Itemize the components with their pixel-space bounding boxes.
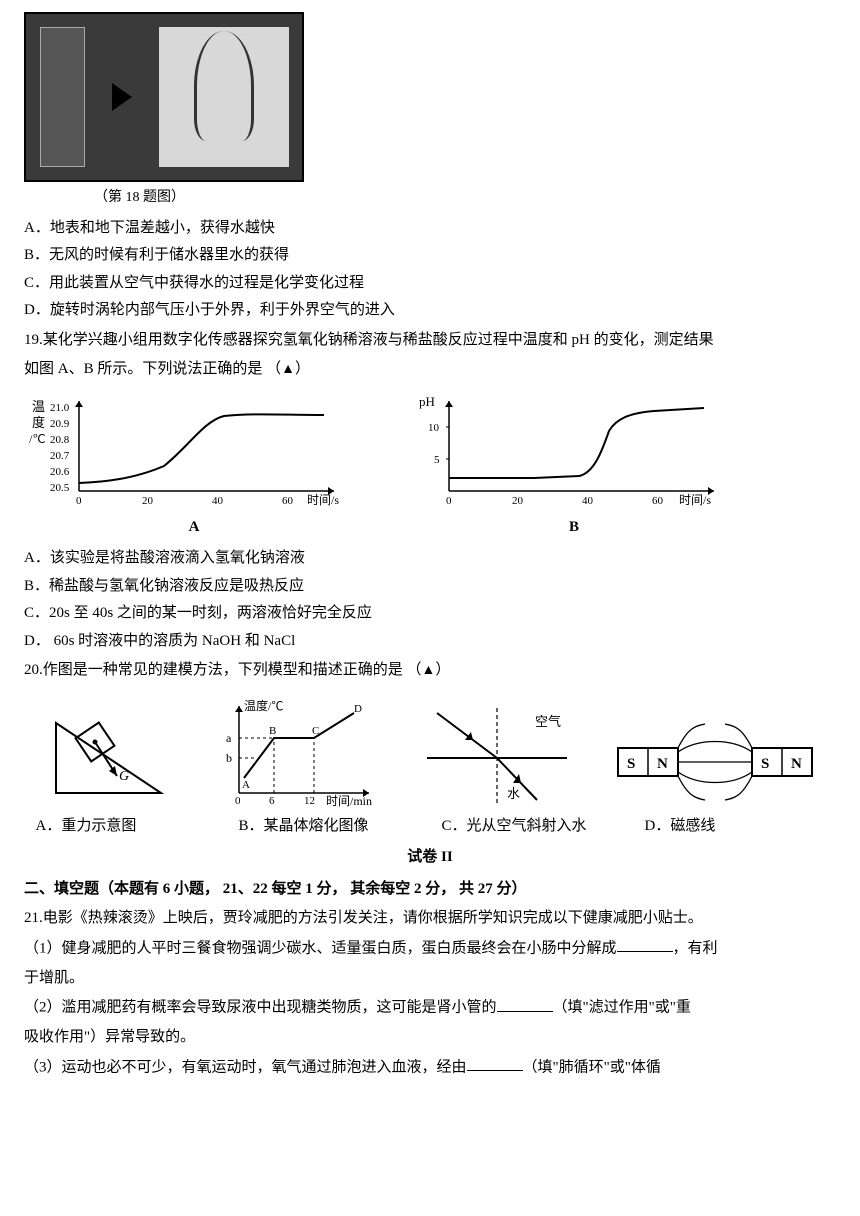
svg-text:20.9: 20.9 (50, 418, 70, 430)
q18-option-c: C．用此装置从空气中获得水的过程是化学变化过程 (24, 271, 836, 297)
fill-blank[interactable] (617, 936, 673, 953)
q21-sub2-b: （填"滤过作用"或"重 (553, 1000, 691, 1016)
svg-text:/℃: /℃ (29, 432, 46, 446)
q19-option-a: A．该实验是将盐酸溶液滴入氢氧化钠溶液 (24, 546, 836, 572)
q20-stem: 20.作图是一种常见的建模方法，下列模型和描述正确的是 （▲） (24, 658, 836, 684)
svg-text:6: 6 (269, 795, 275, 807)
svg-text:5: 5 (434, 454, 440, 466)
svg-text:20.7: 20.7 (50, 450, 70, 462)
chart-b-ylabel: pH (419, 394, 435, 409)
svg-text:60: 60 (652, 495, 664, 507)
q18-option-d: D．旋转时涡轮内部气压小于外界，利于外界空气的进入 (24, 298, 836, 324)
q19-stem-line2-a: 如图 A、B 所示。下列说法正确的是 （ (24, 361, 281, 377)
svg-text:b: b (226, 751, 232, 765)
part2-heading: 试卷 II (24, 845, 836, 871)
q21-sub3-b: （填"肺循环"或"体循 (523, 1059, 661, 1075)
svg-text:温: 温 (32, 399, 45, 414)
blank-marker: ▲ (422, 659, 436, 683)
q20-diagram-d: S N S N (610, 718, 820, 808)
q20-diagram-b: 温度/℃ 时间/min 0 6 12 a b A B C D (214, 698, 384, 808)
chart-b-caption: B (404, 515, 744, 541)
svg-text:C: C (312, 725, 319, 737)
q21-sub2: （2）滥用减肥药有概率会导致尿液中出现糖类物质，这可能是肾小管的 （填"滤过作用"… (24, 995, 836, 1021)
svg-text:度: 度 (32, 415, 45, 430)
svg-text:20.5: 20.5 (50, 482, 70, 494)
svg-text:B: B (269, 725, 276, 737)
q18-photo-left (40, 27, 85, 167)
svg-text:A: A (242, 779, 250, 791)
q19-option-c: C．20s 至 40s 之间的某一时刻，两溶液恰好完全反应 (24, 601, 836, 627)
svg-text:0: 0 (76, 495, 82, 507)
svg-text:a: a (226, 731, 232, 745)
chart-b-xlabel: 时间/s (679, 493, 711, 507)
q21-sub3-a: （3）运动也必不可少，有氧运动时，氧气通过肺泡进入血液，经由 (24, 1059, 467, 1075)
q20-option-d: D．磁感线 (645, 814, 825, 840)
svg-text:10: 10 (428, 422, 440, 434)
water-label: 水 (507, 786, 520, 801)
q20-option-b: B．某晶体熔化图像 (239, 814, 419, 840)
svg-text:40: 40 (582, 495, 594, 507)
svg-text:20.6: 20.6 (50, 466, 70, 478)
q21-sub2-a: （2）滥用减肥药有概率会导致尿液中出现糖类物质，这可能是肾小管的 (24, 1000, 497, 1016)
q19-stem-line1: 19.某化学兴趣小组用数字化传感器探究氢氧化钠稀溶液与稀盐酸反应过程中温度和 p… (24, 328, 836, 354)
svg-text:21.0: 21.0 (50, 402, 70, 414)
svg-text:N: N (791, 756, 802, 772)
q18-option-a: A．地表和地下温差越小，获得水越快 (24, 216, 836, 242)
q18-option-b: B．无风的时候有利于储水器里水的获得 (24, 243, 836, 269)
q21-sub3: （3）运动也必不可少，有氧运动时，氧气通过肺泡进入血液，经由 （填"肺循环"或"体… (24, 1055, 836, 1081)
q20-stem-b: ） (435, 662, 450, 678)
fill-blank[interactable] (467, 1055, 523, 1072)
q20-stem-a: 20.作图是一种常见的建模方法，下列模型和描述正确的是 （ (24, 662, 422, 678)
q18-photo-right (159, 27, 289, 167)
q21-sub1-cont: 于增肌。 (24, 966, 836, 992)
q18-caption: （第 18 题图） (94, 186, 836, 210)
blank-marker: ▲ (281, 358, 295, 382)
svg-text:D: D (354, 703, 362, 715)
gravity-label: G (119, 769, 129, 784)
turbine-icon (194, 31, 254, 141)
svg-text:0: 0 (235, 795, 241, 807)
q18-figure (24, 12, 304, 182)
svg-text:N: N (657, 756, 668, 772)
svg-text:0: 0 (446, 495, 452, 507)
q21-sub2-cont: 吸收作用"）异常导致的。 (24, 1025, 836, 1051)
svg-text:20.8: 20.8 (50, 434, 70, 446)
svg-text:12: 12 (304, 795, 315, 807)
q19-chart-b: pH 5 10 0 20 40 60 时间/s (404, 391, 744, 511)
q21-stem: 21.电影《热辣滚烫》上映后，贾玲减肥的方法引发关注，请你根据所学知识完成以下健… (24, 906, 836, 932)
svg-text:S: S (627, 756, 635, 772)
q21-sub1-a: （1）健身减肥的人平时三餐食物强调少碳水、适量蛋白质，蛋白质最终会在小肠中分解成 (24, 940, 617, 956)
q21-sub1-b: ，有利 (673, 940, 718, 956)
q19-chart-a: 20.5 20.6 20.7 20.8 20.9 21.0 温 度 /℃ 0 2… (24, 391, 364, 511)
q20-diagram-c: 空气 水 (417, 698, 577, 808)
chart-a-caption: A (24, 515, 364, 541)
diag-b-xlabel: 时间/min (326, 794, 372, 808)
fill-blank[interactable] (497, 995, 553, 1012)
q19-option-d: D． 60s 时溶液中的溶质为 NaOH 和 NaCl (24, 629, 836, 655)
svg-text:S: S (761, 756, 769, 772)
q19-stem-line2-b: ） (295, 361, 310, 377)
q19-stem-line2: 如图 A、B 所示。下列说法正确的是 （▲） (24, 357, 836, 383)
svg-text:60: 60 (282, 495, 294, 507)
q19-option-b: B．稀盐酸与氢氧化钠溶液反应是吸热反应 (24, 574, 836, 600)
arrow-right-icon (112, 83, 132, 111)
air-label: 空气 (535, 714, 561, 729)
chart-a-xlabel: 时间/s (307, 493, 339, 507)
q20-diagram-a: G (41, 698, 181, 808)
svg-text:20: 20 (142, 495, 154, 507)
svg-text:20: 20 (512, 495, 524, 507)
diag-b-ylabel: 温度/℃ (244, 698, 283, 713)
part2-section-title: 二、填空题（本题有 6 小题， 21、22 每空 1 分， 其余每空 2 分， … (24, 877, 836, 903)
q20-option-a: A．重力示意图 (36, 814, 216, 840)
q21-sub1: （1）健身减肥的人平时三餐食物强调少碳水、适量蛋白质，蛋白质最终会在小肠中分解成… (24, 936, 836, 962)
q20-option-c: C．光从空气斜射入水 (442, 814, 622, 840)
svg-text:40: 40 (212, 495, 224, 507)
